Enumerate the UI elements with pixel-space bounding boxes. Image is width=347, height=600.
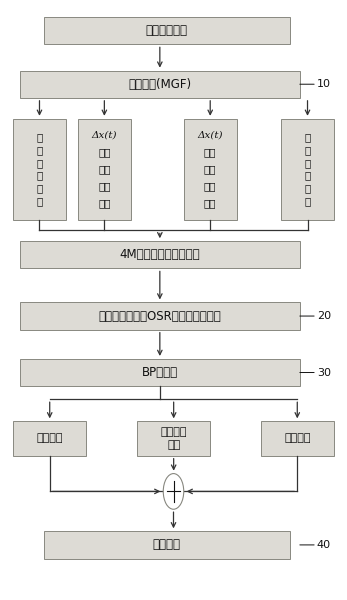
Text: 原
始
序
列
延
拓: 原 始 序 列 延 拓 bbox=[36, 132, 43, 206]
Text: 差分: 差分 bbox=[98, 164, 111, 174]
Text: 二阶: 二阶 bbox=[204, 147, 217, 157]
FancyBboxPatch shape bbox=[44, 531, 290, 559]
FancyBboxPatch shape bbox=[13, 119, 66, 220]
FancyBboxPatch shape bbox=[20, 359, 300, 386]
FancyBboxPatch shape bbox=[261, 421, 334, 456]
Text: 延拓: 延拓 bbox=[98, 199, 111, 209]
Text: 设置参数: 设置参数 bbox=[36, 434, 63, 443]
Text: 一阶: 一阶 bbox=[98, 147, 111, 157]
Text: 均生函数(MGF): 均生函数(MGF) bbox=[128, 78, 192, 91]
Text: 差分: 差分 bbox=[204, 164, 217, 174]
Text: 10: 10 bbox=[300, 79, 331, 89]
Circle shape bbox=[163, 473, 184, 509]
Text: 确定隐层
节点: 确定隐层 节点 bbox=[160, 427, 187, 450]
FancyBboxPatch shape bbox=[20, 302, 300, 330]
FancyBboxPatch shape bbox=[137, 421, 210, 456]
FancyBboxPatch shape bbox=[20, 71, 300, 98]
FancyBboxPatch shape bbox=[20, 241, 300, 268]
Text: 序列: 序列 bbox=[204, 181, 217, 191]
FancyBboxPatch shape bbox=[78, 119, 131, 220]
Text: 序列: 序列 bbox=[98, 181, 111, 191]
Text: 原始时间序列: 原始时间序列 bbox=[146, 24, 188, 37]
Text: 4M列均生函数延拓序列: 4M列均生函数延拓序列 bbox=[119, 248, 200, 262]
Text: 20: 20 bbox=[300, 311, 331, 321]
Text: BP训练集: BP训练集 bbox=[142, 366, 178, 379]
Text: Δx(t): Δx(t) bbox=[92, 130, 117, 139]
Text: 延拓: 延拓 bbox=[204, 199, 217, 209]
FancyBboxPatch shape bbox=[281, 119, 334, 220]
Text: 预测结果: 预测结果 bbox=[153, 538, 181, 551]
Text: 最优子集回归（OSR）选择最优子集: 最优子集回归（OSR）选择最优子集 bbox=[99, 310, 221, 323]
Text: Δx(t): Δx(t) bbox=[197, 130, 223, 139]
Text: 40: 40 bbox=[300, 540, 331, 550]
FancyBboxPatch shape bbox=[13, 421, 86, 456]
Text: 累
加
序
列
延
拓: 累 加 序 列 延 拓 bbox=[304, 132, 311, 206]
Text: 30: 30 bbox=[300, 368, 331, 377]
FancyBboxPatch shape bbox=[44, 17, 290, 44]
FancyBboxPatch shape bbox=[184, 119, 237, 220]
Text: 训练次数: 训练次数 bbox=[284, 434, 311, 443]
